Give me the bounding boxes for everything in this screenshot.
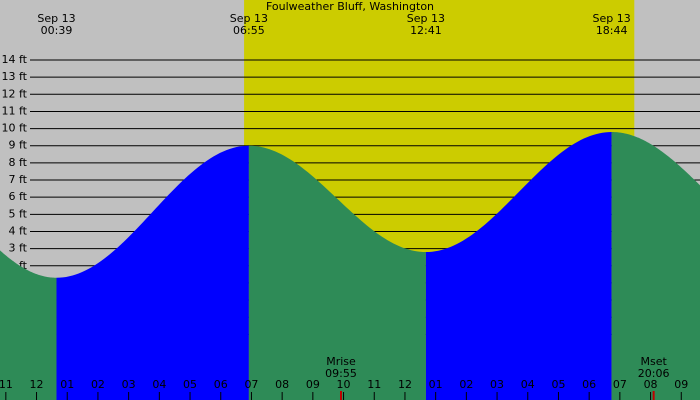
x-tick-label: 06 [582,378,596,391]
x-tick-label: 09 [674,378,688,391]
falling-tide [611,132,700,400]
x-tick-label: 05 [551,378,565,391]
rising-tide [425,132,612,400]
y-tick-label: 8 ft [9,156,28,169]
x-tick-label: 11 [0,378,13,391]
y-tick-label: 11 ft [2,104,28,117]
moon-time: 20:06 [638,367,670,380]
x-tick-label: 11 [367,378,381,391]
x-tick-label: 10 [337,378,351,391]
x-tick-label: 02 [459,378,473,391]
moon-label: Mset [640,355,667,368]
y-tick-label: 6 ft [9,190,28,203]
y-tick-label: 14 ft [2,53,28,66]
y-tick-label: 13 ft [2,70,28,83]
rising-tide [56,145,249,400]
x-tick-label: 04 [152,378,166,391]
x-tick-label: 01 [60,378,74,391]
x-tick-label: 03 [490,378,504,391]
y-tick-label: 7 ft [9,173,28,186]
event-time: 06:55 [233,24,265,37]
x-tick-label: 06 [214,378,228,391]
moon-time: 09:55 [325,367,357,380]
x-tick-label: 04 [521,378,535,391]
event-date: Sep 13 [593,12,631,25]
x-tick-label: 09 [306,378,320,391]
moon-label: Mrise [326,355,356,368]
chart-title: Foulweather Bluff, Washington [266,0,434,13]
x-tick-label: 08 [275,378,289,391]
event-date: Sep 13 [230,12,268,25]
event-time: 00:39 [41,24,73,37]
x-tick-label: 12 [30,378,44,391]
falling-tide [0,250,57,400]
x-tick-label: 02 [91,378,105,391]
event-time: 18:44 [596,24,628,37]
falling-tide [248,145,426,400]
x-tick-label: 08 [644,378,658,391]
x-tick-label: 12 [398,378,412,391]
y-tick-label: 5 ft [9,207,28,220]
y-tick-label: 10 ft [2,122,28,135]
x-tick-label: 01 [429,378,443,391]
event-date: Sep 13 [407,12,445,25]
x-tick-label: 07 [244,378,258,391]
y-tick-label: 12 ft [2,87,28,100]
y-tick-label: 3 ft [9,242,28,255]
x-tick-label: 03 [122,378,136,391]
event-time: 12:41 [410,24,442,37]
event-date: Sep 13 [37,12,75,25]
x-tick-label: 07 [613,378,627,391]
x-tick-label: 05 [183,378,197,391]
y-tick-label: 9 ft [9,139,28,152]
y-tick-label: 4 ft [9,224,28,237]
